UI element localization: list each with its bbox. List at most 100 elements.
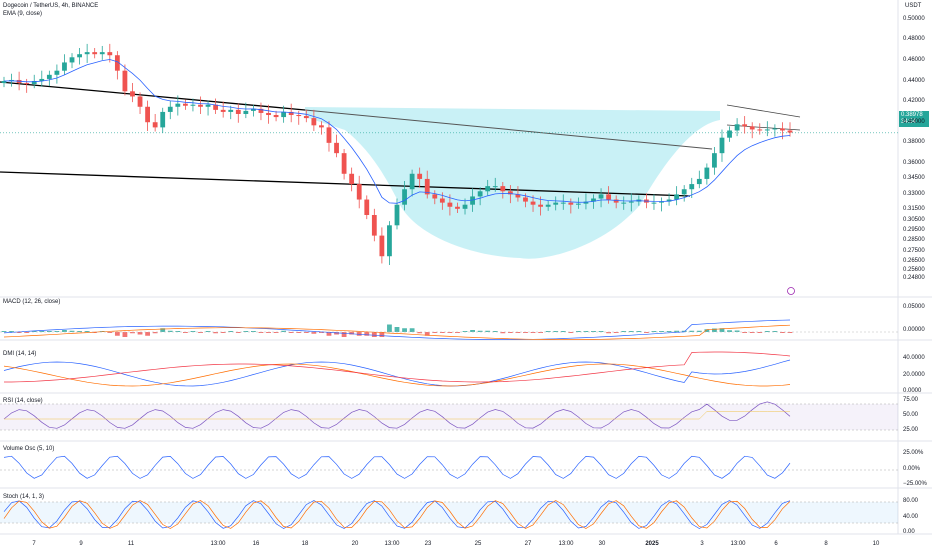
time-tick-label: 20 [351, 541, 359, 547]
candle [371, 215, 377, 236]
macd-histogram-bar [696, 330, 702, 332]
time-tick-label: 7 [32, 541, 36, 547]
macd-histogram-bar [16, 332, 22, 333]
macd-histogram-bar [152, 332, 158, 334]
rsi-panel-label[interactable]: RSI (14, close) [3, 398, 43, 404]
candle [107, 52, 113, 56]
candle [77, 54, 82, 58]
macd-histogram-bar [606, 332, 612, 334]
candle [220, 109, 226, 112]
macd-histogram-bar [273, 332, 279, 333]
candle [319, 125, 324, 128]
candle [606, 194, 612, 200]
macd-histogram-bar [568, 332, 574, 333]
time-tick-label: 10 [872, 541, 880, 547]
macd-histogram-bar [553, 331, 559, 332]
rsi-band [0, 404, 898, 430]
candle [341, 153, 347, 174]
candle [628, 201, 634, 203]
macd-histogram-bar [530, 332, 536, 333]
candle [145, 106, 150, 123]
price-tick-label: 0.27500 [903, 247, 925, 254]
dmi-panel-label[interactable]: DMI (14, 14) [3, 351, 37, 357]
macd-histogram-bar [636, 331, 642, 332]
macd-histogram-bar [644, 332, 649, 333]
candle [727, 130, 732, 138]
candle [356, 184, 362, 200]
macd-histogram-bar [137, 332, 143, 335]
rsi-ma-line [4, 411, 790, 420]
time-tick-label: 8 [824, 541, 828, 547]
ema-indicator-label[interactable]: EMA (9, close) [3, 11, 43, 17]
macd-histogram-bar [228, 331, 234, 332]
macd-histogram-bar [167, 330, 173, 332]
stoch-panel-label[interactable]: Stoch (14, 1, 3) [3, 494, 45, 500]
macd-histogram-bar [780, 332, 785, 333]
price-tick-label: 0.30500 [903, 216, 925, 223]
candle [198, 104, 203, 107]
price-tick-label: 0.28500 [903, 237, 925, 244]
macd-histogram-bar [764, 331, 770, 332]
macd-histogram-bar [772, 331, 778, 332]
macd-histogram-bar [447, 332, 453, 333]
candle [99, 52, 105, 55]
macd-histogram-bar [24, 332, 30, 333]
candle [84, 52, 90, 55]
candle [696, 178, 702, 185]
candle [515, 194, 521, 198]
macd-histogram-bar [356, 332, 362, 336]
macd-histogram-bar [235, 332, 241, 333]
candle [190, 104, 196, 106]
macd-histogram-bar [757, 332, 763, 333]
macd-histogram-bar [46, 331, 52, 332]
rsi-line [3, 401, 791, 429]
candle [485, 186, 491, 192]
macd-line [3, 319, 791, 340]
macd-histogram-bar [107, 332, 113, 333]
candle [447, 202, 453, 207]
macd-panel-label[interactable]: MACD (12, 26, close) [3, 299, 61, 305]
volume-osc-panel-label[interactable]: Volume Osc (5, 10) [3, 446, 55, 452]
candle [182, 103, 188, 106]
macd-histogram-bar [364, 332, 370, 336]
macd-histogram-bar [628, 331, 634, 332]
volume-osc-line [3, 455, 791, 479]
macd-histogram-bar [182, 332, 188, 333]
macd-histogram-bar [515, 332, 521, 333]
indicator-tick-label: 50.00 [903, 411, 919, 418]
time-tick-label: 13:00 [210, 541, 226, 547]
candle [666, 199, 672, 202]
macd-histogram-bar [402, 328, 407, 332]
price-tick-label: 0.26500 [903, 257, 925, 264]
macd-histogram-bar [523, 332, 528, 333]
candle [787, 130, 793, 133]
macd-histogram-bar [712, 328, 717, 332]
macd-histogram-bar [62, 330, 67, 332]
macd-histogram-bar [258, 332, 264, 333]
candle [568, 202, 574, 205]
indicator-tick-label: 40.00 [903, 513, 919, 520]
candle [243, 110, 249, 114]
macd-histogram-bar [666, 331, 672, 332]
stoch-k-line [3, 500, 791, 529]
candle [167, 106, 173, 112]
candle [296, 115, 302, 117]
candle [288, 111, 294, 116]
candle [281, 111, 287, 118]
event-icon [787, 287, 795, 295]
macd-histogram-bar [266, 332, 271, 333]
indicator-tick-label: 0.00000 [903, 326, 925, 333]
macd-histogram-bar [651, 331, 657, 332]
candle [409, 173, 415, 190]
macd-histogram-bar [742, 332, 748, 333]
indicator-tick-label: 40.0000 [903, 354, 925, 361]
macd-histogram-bar [281, 330, 287, 332]
candle [689, 184, 695, 190]
dmi-minus-line [3, 363, 791, 387]
candle [175, 103, 181, 107]
price-tick-label: 0.50000 [903, 15, 925, 22]
candle [122, 70, 128, 92]
candle [1, 81, 7, 84]
candle [742, 124, 748, 127]
